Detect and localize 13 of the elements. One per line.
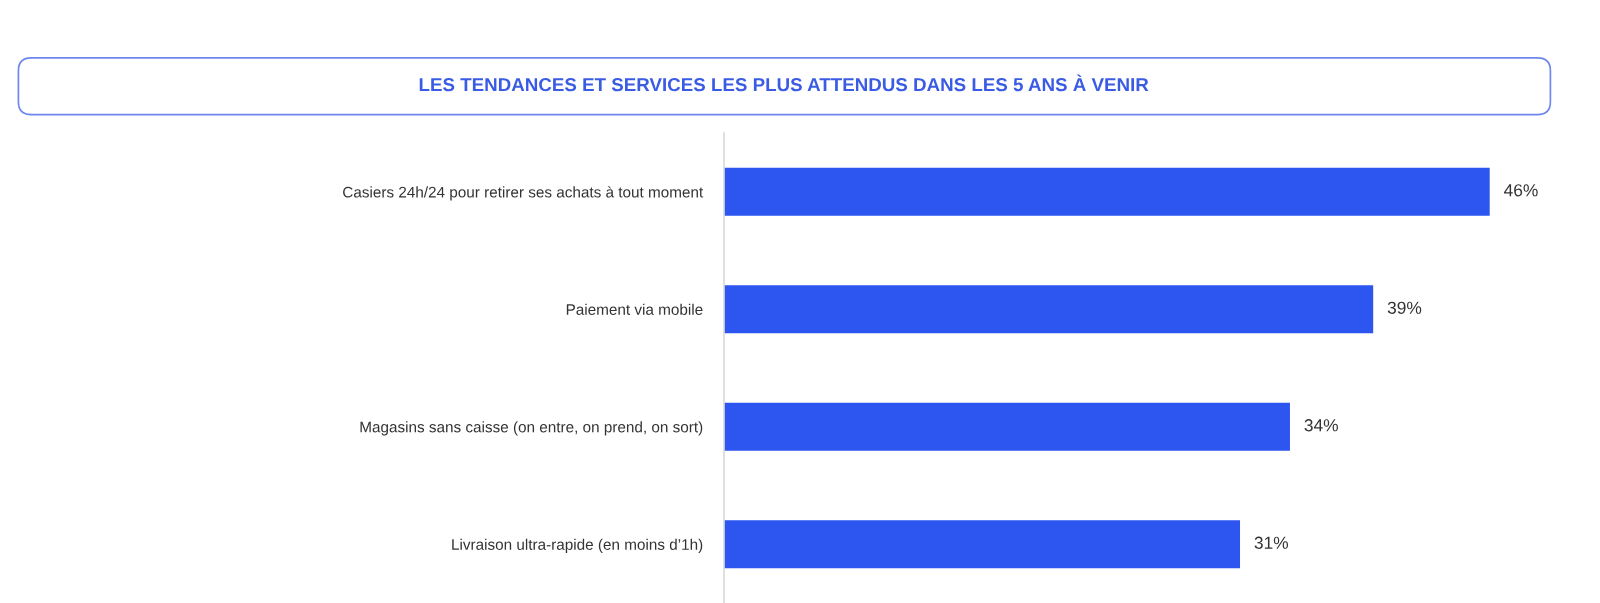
bar <box>724 285 1374 334</box>
bar <box>724 402 1290 451</box>
data-label: 34% <box>1304 419 1338 432</box>
data-label: 46% <box>1504 184 1538 197</box>
data-label: 39% <box>1387 301 1422 314</box>
y-tick-label: Magasins sans caisse (on entre, on prend, on sort) <box>360 421 703 436</box>
bar <box>724 167 1490 216</box>
chart-title: LES TENDANCES ET SERVICES LES PLUS ATTENDUS DANS LES 5 ANS À VENIR <box>419 74 1149 92</box>
y-tick-label: Livraison ultra-rapide (en moins d’1h) <box>452 538 703 553</box>
y-tick-label: Casiers 24h/24 pour retirer ses achats à tout moment <box>343 186 704 201</box>
data-label: 31% <box>1254 536 1289 549</box>
y-tick-label: Paiement via mobile <box>566 303 703 315</box>
bar <box>724 520 1241 569</box>
